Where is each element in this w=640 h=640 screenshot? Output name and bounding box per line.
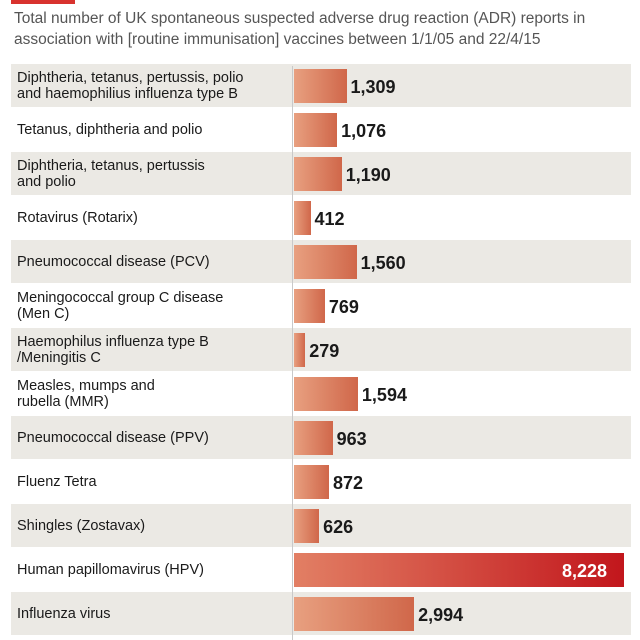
bar [294, 465, 329, 499]
value-label: 1,309 [350, 77, 396, 97]
category-label: Pneumococcal disease (PPV) [17, 429, 209, 446]
value-label: 412 [314, 209, 345, 229]
value-label: 8,228 [562, 561, 608, 581]
chart-row: Diphtheria, tetanus, pertussis, polio an… [11, 64, 631, 107]
chart-title: Total number of UK spontaneous suspected… [14, 10, 586, 48]
value-label: 2,994 [418, 605, 464, 625]
chart-row: Pneumococcal disease (PPV) 963 [11, 416, 631, 459]
row-band [11, 328, 631, 371]
value-label: 1,560 [360, 253, 406, 273]
value-label: 963 [336, 429, 367, 449]
chart-row: Rotavirus (Rotarix) 412 [11, 196, 631, 239]
value-label: 1,076 [341, 121, 387, 141]
category-label: Tetanus, diphtheria and polio [17, 121, 203, 138]
category-label: Meningococcal group C disease (Men C) [17, 289, 224, 322]
value-label: 1,190 [345, 165, 391, 185]
category-label: Pneumococcal disease (PCV) [17, 253, 210, 270]
chart-row: Pneumococcal disease (PCV) 1,560 [11, 240, 631, 283]
bar [294, 69, 347, 103]
bar [294, 245, 357, 279]
chart-body: Diphtheria, tetanus, pertussis, polio an… [0, 64, 640, 640]
value-label: 626 [323, 517, 354, 537]
category-label: Diphtheria, tetanus, pertussis and polio [17, 157, 205, 190]
value-label: 769 [328, 297, 359, 317]
chart-row: Fluenz Tetra 872 [11, 460, 631, 503]
chart-row: Human papillomavirus (HPV) 8,228 [11, 548, 631, 591]
bar [294, 333, 306, 367]
bar [294, 289, 325, 323]
category-label: Haemophilus influenza type B /Meningitis… [17, 333, 209, 366]
bar [294, 553, 624, 587]
bar [294, 597, 415, 631]
chart-row: Influenza virus 2,994 [11, 592, 631, 635]
category-label: Shingles (Zostavax) [17, 517, 146, 534]
bar [294, 157, 342, 191]
chart-row: Meningococcal group C disease (Men C) 769 [11, 284, 631, 327]
row-band [11, 504, 631, 547]
category-label: Fluenz Tetra [17, 473, 97, 490]
category-label: Rotavirus (Rotarix) [17, 209, 138, 226]
chart-row: Measles, mumps and rubella (MMR) 1,594 [11, 372, 631, 415]
chart-row: Diphtheria, tetanus, pertussis and polio… [11, 152, 631, 195]
bar [294, 377, 358, 411]
category-label: Human papillomavirus (HPV) [17, 561, 204, 578]
bar [294, 509, 320, 543]
bar [294, 113, 338, 147]
category-label: Influenza virus [17, 605, 111, 622]
axis-divider [292, 66, 293, 640]
chart-row: Shingles (Zostavax) 626 [11, 504, 631, 547]
chart-row: Haemophilus influenza type B /Meningitis… [11, 328, 631, 371]
value-label: 872 [332, 473, 364, 493]
bar [294, 201, 311, 235]
category-label: Measles, mumps and rubella (MMR) [17, 377, 155, 410]
accent-bar [11, 0, 75, 4]
bar [294, 421, 333, 455]
value-label: 279 [309, 341, 340, 361]
value-label: 1,594 [361, 385, 407, 405]
chart-row: Tetanus, diphtheria and polio 1,076 [11, 108, 631, 151]
category-label: Diphtheria, tetanus, pertussis, polio an… [17, 69, 244, 102]
